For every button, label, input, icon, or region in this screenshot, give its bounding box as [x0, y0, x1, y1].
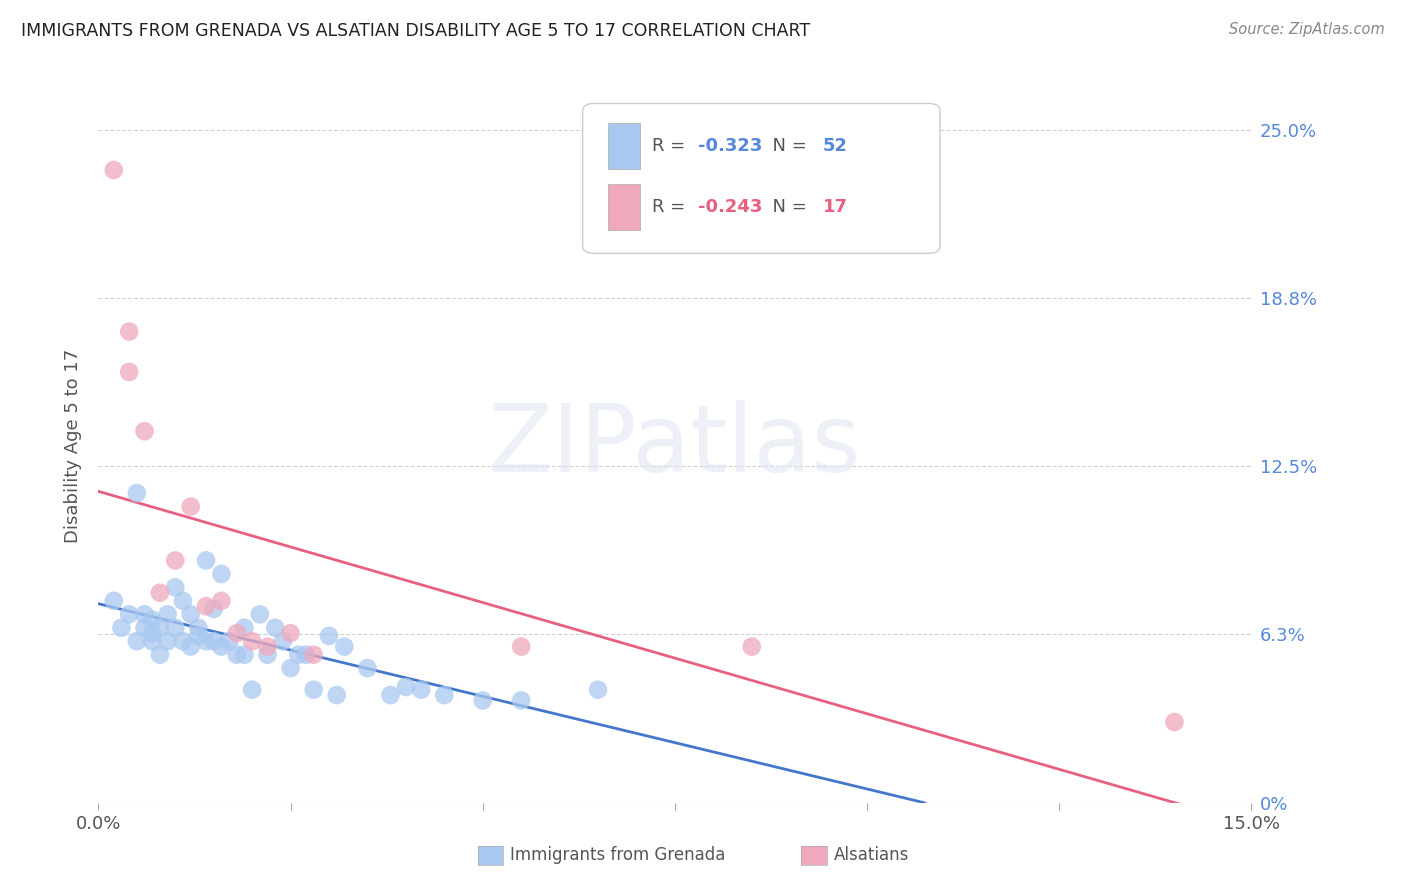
Point	[356, 661, 378, 675]
Point	[156, 607, 179, 622]
Point	[741, 640, 763, 654]
Point	[1163, 714, 1185, 729]
Point	[240, 682, 263, 697]
Point	[264, 621, 287, 635]
Point	[256, 640, 278, 654]
Point	[180, 607, 202, 622]
Text: -0.243: -0.243	[697, 198, 762, 216]
Point	[586, 682, 609, 697]
Point	[218, 634, 240, 648]
Text: N =: N =	[762, 137, 813, 155]
Point	[165, 580, 187, 594]
Point	[125, 634, 148, 648]
Point	[433, 688, 456, 702]
Point	[180, 640, 202, 654]
Text: -0.323: -0.323	[697, 137, 762, 155]
Point	[287, 648, 309, 662]
Point	[302, 648, 325, 662]
Point	[118, 607, 141, 622]
Point	[156, 634, 179, 648]
Point	[134, 607, 156, 622]
Point	[165, 621, 187, 635]
FancyBboxPatch shape	[582, 103, 941, 253]
Point	[103, 594, 125, 608]
Text: N =: N =	[762, 198, 813, 216]
Point	[195, 634, 218, 648]
Point	[333, 640, 356, 654]
Point	[172, 594, 194, 608]
Point	[134, 424, 156, 438]
Bar	[607, 184, 640, 230]
Text: Source: ZipAtlas.com: Source: ZipAtlas.com	[1229, 22, 1385, 37]
Point	[411, 682, 433, 697]
Point	[149, 648, 172, 662]
Point	[510, 693, 533, 707]
Text: 52: 52	[823, 137, 848, 155]
Point	[302, 682, 325, 697]
Point	[118, 365, 141, 379]
Point	[125, 486, 148, 500]
Point	[271, 634, 294, 648]
Text: R =: R =	[652, 137, 690, 155]
Point	[295, 648, 318, 662]
Point	[280, 626, 302, 640]
Point	[280, 661, 302, 675]
Point	[225, 626, 247, 640]
Point	[233, 648, 256, 662]
Point	[134, 621, 156, 635]
Point	[395, 680, 418, 694]
Point	[165, 553, 187, 567]
Point	[103, 163, 125, 178]
Point	[240, 634, 263, 648]
Point	[141, 626, 163, 640]
Point	[209, 640, 232, 654]
Point	[195, 599, 218, 614]
Point	[209, 594, 232, 608]
Text: 17: 17	[823, 198, 848, 216]
Point	[180, 500, 202, 514]
Point	[195, 553, 218, 567]
Point	[149, 621, 172, 635]
Text: R =: R =	[652, 198, 690, 216]
Y-axis label: Disability Age 5 to 17: Disability Age 5 to 17	[65, 349, 83, 543]
Point	[249, 607, 271, 622]
Text: IMMIGRANTS FROM GRENADA VS ALSATIAN DISABILITY AGE 5 TO 17 CORRELATION CHART: IMMIGRANTS FROM GRENADA VS ALSATIAN DISA…	[21, 22, 810, 40]
Point	[471, 693, 494, 707]
Point	[325, 688, 347, 702]
Point	[187, 621, 209, 635]
Text: ZIPatlas: ZIPatlas	[488, 400, 862, 492]
Point	[141, 634, 163, 648]
Bar	[607, 123, 640, 169]
Point	[233, 621, 256, 635]
Point	[202, 634, 225, 648]
Point	[256, 648, 278, 662]
Point	[209, 566, 232, 581]
Point	[318, 629, 340, 643]
Point	[202, 602, 225, 616]
Point	[141, 613, 163, 627]
Point	[110, 621, 132, 635]
Point	[149, 586, 172, 600]
Point	[187, 629, 209, 643]
Point	[380, 688, 402, 702]
Point	[510, 640, 533, 654]
Text: Alsatians: Alsatians	[834, 847, 910, 864]
Point	[172, 634, 194, 648]
Point	[225, 648, 247, 662]
Text: Immigrants from Grenada: Immigrants from Grenada	[510, 847, 725, 864]
Point	[118, 325, 141, 339]
